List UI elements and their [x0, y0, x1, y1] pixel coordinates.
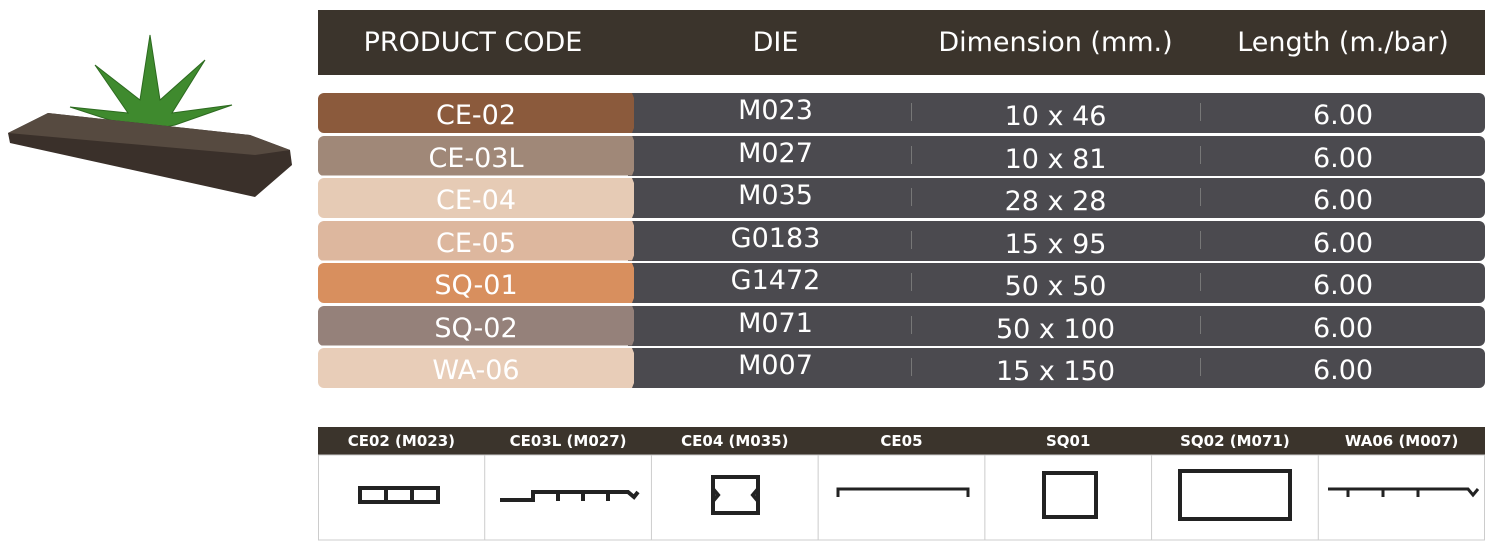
row-background: [628, 93, 1485, 133]
header-cell: Dimension (mm.): [938, 27, 1173, 58]
separator: [911, 315, 912, 334]
separator: [1200, 273, 1201, 291]
product-code: CE-04: [318, 178, 634, 218]
product-code: CE-02: [318, 93, 634, 133]
length: 6.00: [1312, 142, 1374, 174]
row-background: [628, 305, 1485, 346]
table-row: SQ-01 G1472 50 x 50 6.00: [318, 263, 1485, 303]
table-header: PRODUCT CODE DIE Dimension (mm.) Length …: [318, 10, 1485, 75]
length: 6.00: [1312, 270, 1374, 301]
separator: [1200, 230, 1201, 249]
dimension: 10 x 46: [1004, 101, 1107, 132]
table-row: CE-05 G0183 15 x 95 6.00: [318, 220, 1485, 261]
length: 6.00: [1312, 355, 1374, 386]
product-code: CE-03L: [318, 135, 634, 176]
row-background: [628, 348, 1485, 388]
table-row: SQ-02 M071 50 x 100 6.00: [318, 305, 1485, 346]
product-image: [8, 34, 292, 197]
dimension: 15 x 95: [1004, 228, 1107, 260]
separator: [911, 188, 912, 206]
die: M071: [738, 307, 813, 339]
profile-label: CE05: [880, 432, 922, 450]
separator: [911, 230, 912, 249]
profile-table: CE02 (M023) CE03L (M027) CE04 (M035) CE05 SQ…: [318, 427, 1485, 541]
table-row: CE-03L M027 10 x 81 6.00: [318, 135, 1485, 176]
die: M027: [738, 137, 813, 169]
header-cell: PRODUCT CODE: [363, 27, 583, 58]
separator: [1200, 145, 1201, 164]
row-background: [628, 178, 1485, 218]
separator: [911, 358, 912, 376]
product-code: SQ-02: [318, 305, 634, 346]
separator: [1200, 103, 1201, 121]
row-background: [628, 220, 1485, 261]
product-code: SQ-01: [318, 263, 634, 303]
profile-label: SQ02 (M071): [1180, 432, 1290, 450]
die: G0183: [730, 222, 821, 254]
die: G1472: [730, 265, 821, 296]
dimension: 50 x 50: [1004, 271, 1107, 302]
die: M023: [738, 95, 813, 126]
separator: [1200, 188, 1201, 206]
header-cell: Length (m./bar): [1237, 27, 1449, 58]
length: 6.00: [1312, 227, 1374, 259]
separator: [1200, 315, 1201, 334]
profile-label: CE02 (M023): [348, 432, 455, 450]
dimension: 15 x 150: [995, 356, 1116, 387]
separator: [911, 273, 912, 291]
length: 6.00: [1312, 185, 1374, 216]
dimension: 10 x 81: [1004, 143, 1107, 175]
dimension: 28 x 28: [1004, 186, 1107, 217]
table-row: WA-06 M007 15 x 150 6.00: [318, 348, 1485, 388]
row-background: [628, 263, 1485, 303]
product-code: WA-06: [318, 348, 634, 388]
profile-label: CE03L (M027): [510, 432, 627, 450]
table-row: CE-04 M035 28 x 28 6.00: [318, 178, 1485, 218]
profile-label: WA06 (M007): [1345, 432, 1459, 450]
separator: [911, 145, 912, 164]
die: M007: [738, 350, 813, 381]
row-background: [628, 135, 1485, 176]
separator: [1200, 358, 1201, 376]
dimension: 50 x 100: [995, 313, 1116, 345]
table-row: CE-02 M023 10 x 46 6.00: [318, 93, 1485, 133]
length: 6.00: [1312, 100, 1374, 131]
profile-label: SQ01: [1046, 432, 1090, 450]
length: 6.00: [1312, 312, 1374, 344]
product-code: CE-05: [318, 220, 634, 261]
profile-label: CE04 (M035): [681, 432, 788, 450]
die: M035: [738, 180, 813, 211]
separator: [911, 103, 912, 121]
header-cell: DIE: [752, 27, 799, 58]
